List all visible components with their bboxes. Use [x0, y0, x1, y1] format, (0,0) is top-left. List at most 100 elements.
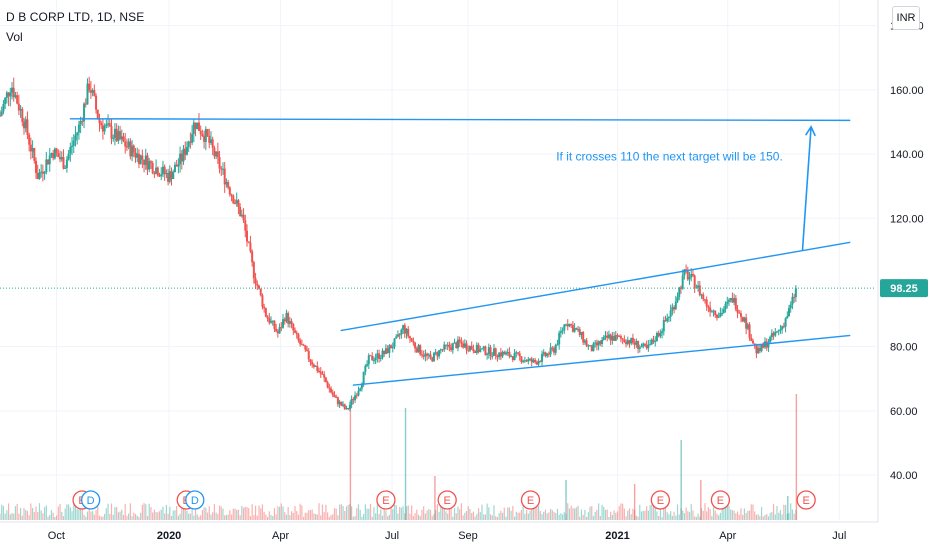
volume-bar — [375, 513, 377, 520]
candle-body — [2, 104, 5, 112]
candle-body — [647, 344, 650, 349]
candle-body — [467, 349, 470, 351]
candle-body — [233, 203, 236, 205]
earnings-marker[interactable]: E — [520, 490, 541, 510]
volume-bar — [493, 505, 495, 520]
candle-body — [475, 344, 478, 353]
volume-bar — [483, 514, 485, 520]
candle-body — [779, 329, 782, 331]
volume-bar — [477, 508, 480, 520]
candle-body — [601, 340, 604, 344]
volume-bar — [152, 512, 154, 520]
candle-body — [263, 306, 266, 309]
volume-bar — [404, 513, 406, 520]
time-axis[interactable]: Oct 2020 Apr Jul Sep 2021 Apr Jul — [0, 521, 878, 542]
candle-body — [504, 352, 507, 355]
volume-bar — [193, 515, 195, 520]
candle-body — [477, 344, 480, 352]
volume-bar — [625, 516, 627, 520]
candle-body — [746, 324, 749, 329]
volume-bar — [95, 509, 97, 520]
candle-body — [419, 345, 422, 355]
candle-body — [547, 353, 550, 355]
volume-bar — [90, 511, 92, 520]
dividend-marker[interactable]: D — [81, 490, 101, 510]
candle-body — [676, 297, 679, 302]
volume-bar — [637, 516, 639, 520]
volume-bar — [138, 516, 140, 520]
volume-bar — [134, 513, 137, 520]
candle-body — [441, 349, 444, 351]
volume-bar — [16, 504, 18, 520]
volume-bar — [327, 512, 329, 520]
candle-body — [453, 342, 456, 344]
volume-bar — [479, 512, 481, 520]
candle-body — [412, 341, 415, 343]
candle-body — [678, 287, 681, 298]
candle-body — [242, 214, 245, 221]
volume-bar — [661, 516, 663, 520]
volume-bar — [423, 506, 425, 520]
candle-body — [12, 87, 15, 98]
volume-bar — [426, 510, 428, 520]
volume-bar — [224, 515, 226, 520]
candle-body — [21, 108, 24, 122]
candle-body — [619, 336, 622, 339]
candle-body — [369, 355, 372, 357]
candle-body — [439, 349, 442, 351]
earnings-marker[interactable]: E — [437, 490, 457, 510]
earnings-marker[interactable]: E — [376, 490, 396, 510]
volume-bar — [558, 514, 560, 520]
candle-body — [275, 328, 278, 332]
candle-body — [482, 346, 485, 349]
candle-body — [148, 161, 151, 170]
volume-bar — [181, 507, 183, 520]
currency-button[interactable]: INR — [892, 6, 920, 30]
earnings-marker[interactable]: E — [650, 490, 671, 510]
candle-body — [101, 125, 104, 132]
volume-bar — [635, 515, 637, 520]
time-tick-label: 2020 — [157, 530, 181, 542]
volume-bar — [534, 508, 536, 520]
volume-bar — [459, 509, 461, 520]
volume-bar — [666, 512, 668, 520]
volume-bar — [373, 507, 375, 520]
candle-body — [736, 309, 739, 313]
candle-body — [496, 355, 499, 358]
time-tick-label: Apr — [719, 530, 736, 542]
trendline-drawings[interactable] — [69, 118, 851, 386]
volume-bar — [606, 509, 608, 520]
dividend-marker[interactable]: D — [185, 490, 205, 510]
candle-body — [402, 325, 405, 330]
candle-body — [285, 312, 288, 322]
candle-body — [350, 399, 353, 405]
earnings-marker[interactable]: E — [796, 490, 816, 510]
candle-body — [522, 360, 525, 362]
candle-body — [50, 153, 53, 156]
candle-body — [354, 395, 357, 401]
volume-bar — [210, 514, 212, 520]
candle-body — [592, 343, 595, 352]
volume-bar — [520, 509, 523, 520]
symbol-title[interactable]: D B CORP LTD, 1D, NSE — [6, 10, 145, 24]
annotation-text[interactable]: If it crosses 110 the next target will b… — [556, 149, 783, 163]
volume-spike — [787, 496, 789, 520]
candle-body — [726, 301, 729, 304]
volume-bar — [124, 504, 126, 520]
candle-body — [710, 311, 713, 313]
volume-bar — [604, 509, 607, 520]
candle-body — [348, 404, 351, 410]
event-markers[interactable]: EDEDEEEEEE — [72, 490, 816, 510]
volume-bar — [659, 503, 661, 520]
volume-bar — [246, 507, 248, 520]
earnings-marker[interactable]: E — [710, 490, 731, 510]
candle-body — [546, 353, 549, 357]
candle-body — [625, 342, 628, 345]
volume-label[interactable]: Vol — [6, 30, 23, 44]
volume-bar — [109, 514, 111, 520]
volume-bar — [217, 514, 219, 520]
volume-bar — [670, 511, 672, 520]
candle-body — [264, 308, 267, 317]
